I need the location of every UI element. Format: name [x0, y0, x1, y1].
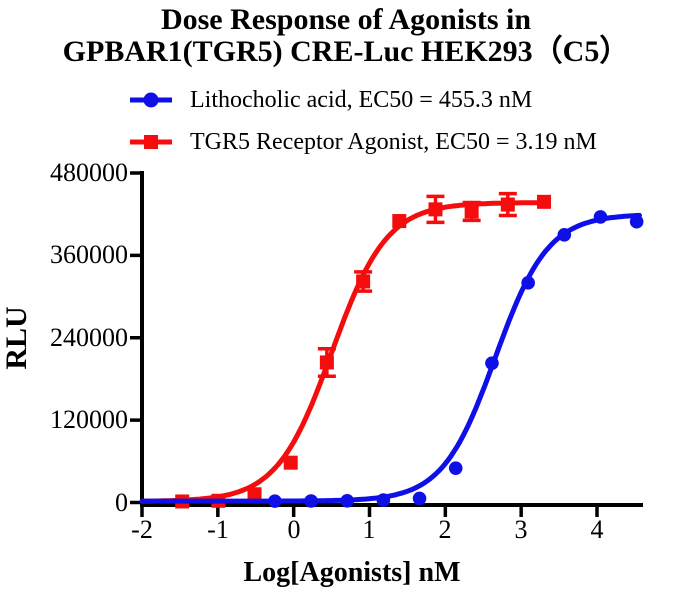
x-tick-label-neg1: -1 — [207, 515, 229, 544]
x-tick-label-3: 3 — [514, 515, 528, 544]
chart-title-line-1: Dose Response of Agonists in — [160, 3, 532, 36]
legend-label-lithocholic-acid: Lithocholic acid, EC50 = 455.3 nM — [190, 87, 533, 113]
legend-label-tgr5-agonist: TGR5 Receptor Agonist, EC50 = 3.19 nM — [190, 129, 597, 155]
x-tick-label-neg2: -2 — [131, 515, 153, 544]
x-tick-label-2: 2 — [438, 515, 452, 544]
legend-marker-tgr5-agonist-icon — [130, 135, 172, 149]
chart-title-line-2: GPBAR1(TGR5) CRE-Luc HEK293（C5） — [62, 35, 630, 68]
x-axis-title: Log[Agonists] nM — [243, 557, 461, 588]
y-tick-label-360000: 360000 — [50, 240, 128, 269]
legend-marker-lithocholic-acid-icon — [130, 92, 172, 108]
y-tick-label-0: 0 — [115, 488, 128, 517]
x-tick-label-4: 4 — [590, 515, 604, 544]
y-tick-label-240000: 240000 — [50, 323, 128, 352]
y-tick-label-120000: 120000 — [50, 405, 128, 434]
y-tick-label-480000: 480000 — [50, 158, 128, 187]
x-tick-label-0: 0 — [287, 515, 301, 544]
x-tick-label-1: 1 — [362, 515, 376, 544]
y-axis-title: RLU — [0, 306, 33, 370]
